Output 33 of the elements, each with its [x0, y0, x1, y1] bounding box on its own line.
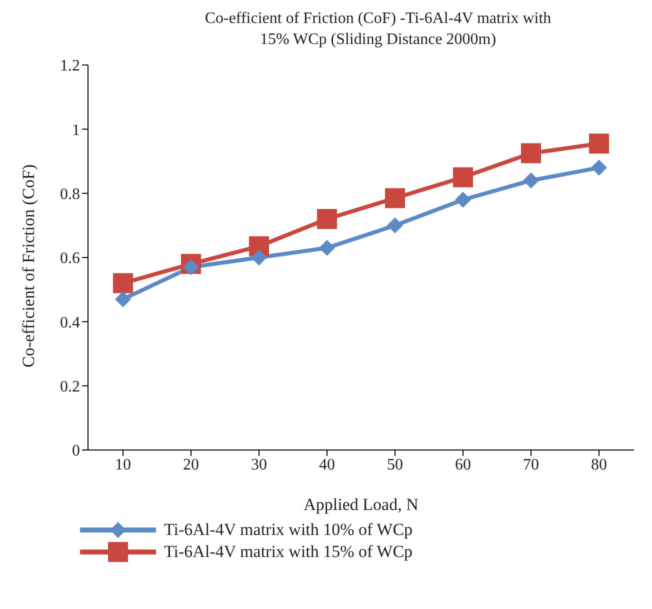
- y-tick-label: 1.2: [60, 58, 80, 75]
- point: [523, 172, 539, 188]
- point: [113, 273, 133, 294]
- x-tick-label: 40: [319, 456, 335, 474]
- chart-title: Co-efficient of Friction (CoF) -Ti-6Al-4V matrix with 15% WCp (Sliding Distance 2000m): [204, 9, 552, 50]
- point: [521, 143, 541, 164]
- point: [251, 250, 267, 266]
- point: [591, 160, 607, 176]
- point: [115, 291, 131, 308]
- x-axis-title: Applied Load, N: [304, 495, 418, 514]
- x-tick-label: 20: [183, 456, 199, 474]
- x-tick-label: 80: [591, 456, 607, 474]
- point: [589, 134, 609, 154]
- point: [455, 192, 471, 208]
- y-tick-label: 0.8: [60, 186, 80, 204]
- y-axis-title: Co-efficient of Friction (CoF): [19, 164, 38, 368]
- point: [453, 167, 473, 188]
- y-tick-label: 0.2: [60, 378, 80, 396]
- legend-label: Ti-6Al-4V matrix with 15% of WCp: [164, 542, 413, 562]
- y-tick-label: 1: [72, 122, 80, 139]
- x-tick-label: 60: [455, 456, 471, 474]
- point: [385, 188, 405, 208]
- legend-label: Ti-6Al-4V matrix with 10% of WCp: [164, 520, 413, 540]
- y-tick-label: 0.4: [60, 314, 80, 332]
- x-tick-label: 70: [523, 456, 539, 474]
- point: [319, 240, 335, 256]
- point: [387, 217, 403, 234]
- y-tick-label: 0.6: [60, 250, 80, 268]
- x-tick-label: 30: [251, 456, 267, 474]
- point: [317, 209, 337, 229]
- y-tick-label: 0: [72, 442, 80, 460]
- x-tick-label: 10: [115, 456, 131, 474]
- x-tick-label: 50: [387, 456, 403, 474]
